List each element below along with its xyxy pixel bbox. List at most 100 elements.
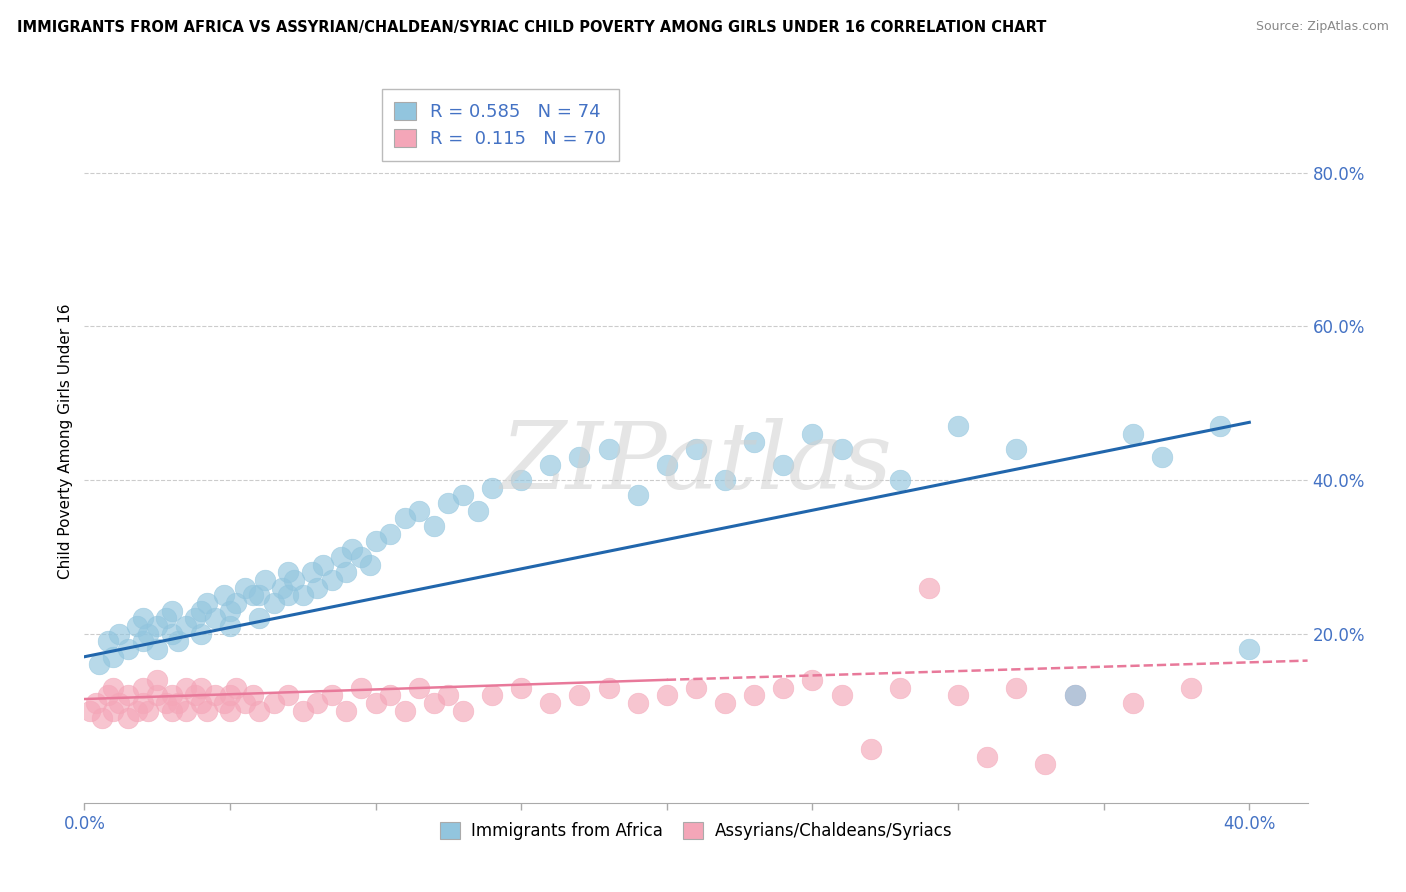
Point [335, 565, 357, 579]
Point [408, 504, 430, 518]
Point [233, 696, 256, 710]
Point [359, 558, 381, 572]
Point [190, 604, 212, 618]
Point [742, 688, 765, 702]
Point [219, 619, 242, 633]
Point [117, 642, 139, 657]
Point [481, 481, 503, 495]
Point [408, 681, 430, 695]
Point [271, 581, 294, 595]
Legend: Immigrants from Africa, Assyrians/Chaldeans/Syriacs: Immigrants from Africa, Assyrians/Chalde… [433, 815, 959, 847]
Point [437, 688, 460, 702]
Point [190, 626, 212, 640]
Text: IMMIGRANTS FROM AFRICA VS ASSYRIAN/CHALDEAN/SYRIAC CHILD POVERTY AMONG GIRLS UND: IMMIGRANTS FROM AFRICA VS ASSYRIAN/CHALD… [17, 20, 1046, 35]
Point [364, 534, 387, 549]
Point [291, 588, 314, 602]
Point [138, 704, 160, 718]
Point [166, 634, 188, 648]
Point [131, 681, 153, 695]
Point [131, 634, 153, 648]
Point [1005, 681, 1028, 695]
Point [103, 704, 125, 718]
Point [242, 588, 264, 602]
Point [451, 704, 474, 718]
Point [225, 681, 247, 695]
Point [380, 688, 402, 702]
Point [307, 581, 329, 595]
Point [247, 588, 270, 602]
Point [131, 696, 153, 710]
Point [423, 696, 446, 710]
Point [219, 688, 242, 702]
Point [394, 511, 416, 525]
Point [685, 681, 707, 695]
Point [146, 673, 169, 687]
Point [219, 704, 242, 718]
Point [301, 565, 323, 579]
Point [772, 681, 794, 695]
Point [918, 581, 941, 595]
Point [742, 434, 765, 449]
Point [117, 688, 139, 702]
Point [467, 504, 489, 518]
Point [263, 696, 285, 710]
Point [242, 688, 264, 702]
Point [451, 488, 474, 502]
Point [335, 704, 357, 718]
Point [204, 611, 226, 625]
Point [946, 688, 969, 702]
Point [831, 688, 853, 702]
Point [568, 450, 591, 464]
Point [277, 688, 299, 702]
Point [714, 473, 737, 487]
Point [307, 696, 329, 710]
Point [160, 626, 183, 640]
Point [946, 419, 969, 434]
Point [233, 581, 256, 595]
Point [312, 558, 335, 572]
Point [329, 549, 352, 564]
Point [380, 526, 402, 541]
Point [97, 688, 120, 702]
Point [831, 442, 853, 457]
Point [283, 573, 305, 587]
Point [103, 681, 125, 695]
Point [160, 604, 183, 618]
Point [394, 704, 416, 718]
Point [277, 588, 299, 602]
Point [772, 458, 794, 472]
Point [342, 542, 364, 557]
Point [321, 688, 343, 702]
Point [364, 696, 387, 710]
Point [321, 573, 343, 587]
Point [79, 704, 101, 718]
Point [166, 696, 188, 710]
Point [87, 657, 110, 672]
Point [247, 611, 270, 625]
Point [247, 704, 270, 718]
Point [859, 742, 882, 756]
Point [1150, 450, 1173, 464]
Point [598, 681, 620, 695]
Point [212, 588, 235, 602]
Point [155, 696, 177, 710]
Point [138, 626, 160, 640]
Point [146, 642, 169, 657]
Y-axis label: Child Poverty Among Girls Under 16: Child Poverty Among Girls Under 16 [58, 304, 73, 579]
Point [538, 696, 561, 710]
Text: Source: ZipAtlas.com: Source: ZipAtlas.com [1256, 20, 1389, 33]
Point [212, 696, 235, 710]
Point [889, 473, 911, 487]
Point [174, 619, 197, 633]
Point [155, 611, 177, 625]
Point [1122, 696, 1144, 710]
Point [204, 688, 226, 702]
Point [1063, 688, 1085, 702]
Point [131, 611, 153, 625]
Point [277, 565, 299, 579]
Point [263, 596, 285, 610]
Point [190, 696, 212, 710]
Point [801, 426, 824, 441]
Point [568, 688, 591, 702]
Point [90, 711, 112, 725]
